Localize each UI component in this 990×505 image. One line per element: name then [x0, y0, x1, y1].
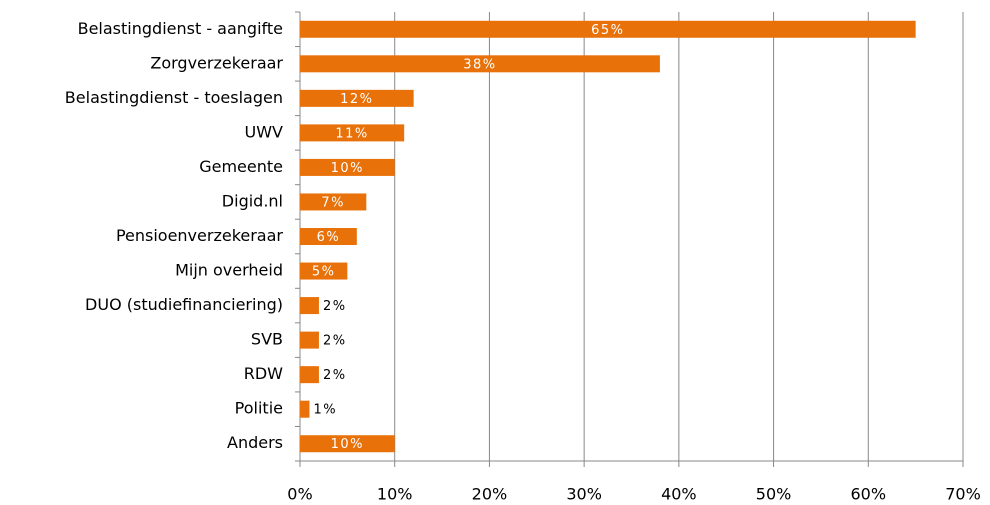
category-label: SVB — [251, 330, 283, 349]
value-label: 5% — [312, 265, 336, 280]
bar — [300, 89, 414, 107]
x-tick-label: 0% — [287, 485, 312, 504]
value-label: 7% — [321, 195, 345, 210]
bar — [300, 400, 310, 418]
value-label: 2% — [323, 368, 347, 383]
category-label: DUO (studiefinanciering) — [85, 295, 283, 314]
bar — [300, 297, 319, 315]
bar — [300, 331, 319, 349]
x-tick-label: 20% — [472, 485, 508, 504]
value-label: 10% — [331, 437, 364, 452]
category-label: Mijn overheid — [175, 261, 283, 280]
bar — [300, 435, 395, 453]
category-label: Gemeente — [199, 157, 283, 176]
bar — [300, 55, 660, 73]
value-label: 38% — [463, 57, 496, 72]
x-tick-label: 50% — [756, 485, 792, 504]
category-label: Pensioenverzekeraar — [116, 226, 283, 245]
value-label: 2% — [323, 334, 347, 349]
x-tick-label: 70% — [945, 485, 981, 504]
category-label: Digid.nl — [222, 191, 283, 210]
category-label: Anders — [227, 433, 283, 452]
x-tick-label: 10% — [377, 485, 413, 504]
value-label: 1% — [313, 403, 337, 418]
category-label: Belastingdienst - toeslagen — [65, 88, 283, 107]
value-label: 65% — [591, 23, 624, 38]
category-label: Zorgverzekeraar — [150, 53, 283, 72]
x-tick-label: 60% — [851, 485, 887, 504]
value-label: 2% — [323, 299, 347, 314]
bar — [300, 366, 319, 384]
bar — [300, 193, 367, 211]
category-label: RDW — [244, 364, 283, 383]
bar — [300, 124, 405, 142]
value-label: 6% — [317, 230, 341, 245]
bar — [300, 228, 357, 245]
bar — [300, 20, 916, 38]
bar — [300, 158, 395, 176]
x-tick-label: 40% — [661, 485, 697, 504]
category-label: UWV — [245, 122, 284, 141]
bar — [300, 262, 348, 280]
category-label: Belastingdienst - aangifte — [78, 19, 283, 38]
x-tick-label: 30% — [566, 485, 602, 504]
value-label: 11% — [335, 126, 368, 141]
category-label: Politie — [235, 399, 283, 418]
value-label: 12% — [340, 92, 373, 107]
value-label: 10% — [331, 161, 364, 176]
